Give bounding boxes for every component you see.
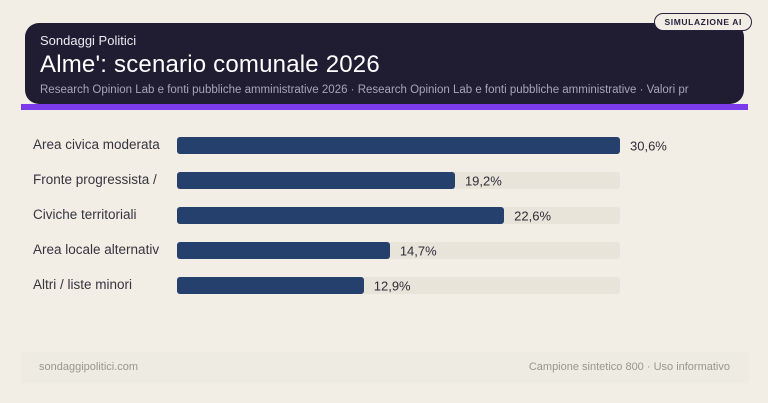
bar-track: 22,6% [177,207,620,224]
subtitle: Research Opinion Lab e fonti pubbliche a… [40,83,689,96]
bar-fill [177,277,364,294]
value-label: 19,2% [464,173,502,188]
chart-row: Fronte progressista / 19,2% [33,163,747,198]
value-label: 22,6% [514,208,552,223]
bar-track: 12,9% [177,277,620,294]
value-label: 12,9% [373,278,411,293]
bar-fill [177,242,390,259]
bar-fill [177,207,505,224]
value-label: 14,7% [399,243,437,258]
bar-track: 30,6% [177,137,667,154]
footer-note: Campione sintetico 800 · Uso informativo [528,360,730,373]
chart-row: Altri / liste minori 12,9% [33,268,747,303]
bar-fill [177,137,620,154]
category-label: Fronte progressista / [33,172,157,188]
chart-row: Civiche territoriali 22,6% [33,198,747,233]
bar-track: 14,7% [177,242,620,259]
page-title: Alme': scenario comunale 2026 [40,51,380,79]
chart-row: Area locale alternativ 14,7% [33,233,747,268]
brand-text: Sondaggi Politici [40,33,137,48]
accent-bar [21,104,748,110]
category-label: Area locale alternativ [33,242,160,258]
bar-chart: Area civica moderata 30,6% Fronte progre… [33,128,747,303]
footer: sondaggipolitici.com Campione sintetico … [21,352,749,383]
bar-track: 19,2% [177,172,620,189]
value-label: 30,6% [630,138,667,153]
category-label: Civiche territoriali [33,207,137,223]
header-card: Sondaggi Politici Alme': scenario comuna… [25,23,744,104]
chart-row: Area civica moderata 30,6% [33,128,747,163]
category-label: Altri / liste minori [33,277,133,293]
simulation-badge: SIMULAZIONE AI [653,13,752,32]
category-label: Area civica moderata [33,137,160,153]
footer-source: sondaggipolitici.com [39,360,139,373]
bar-fill [177,172,455,189]
